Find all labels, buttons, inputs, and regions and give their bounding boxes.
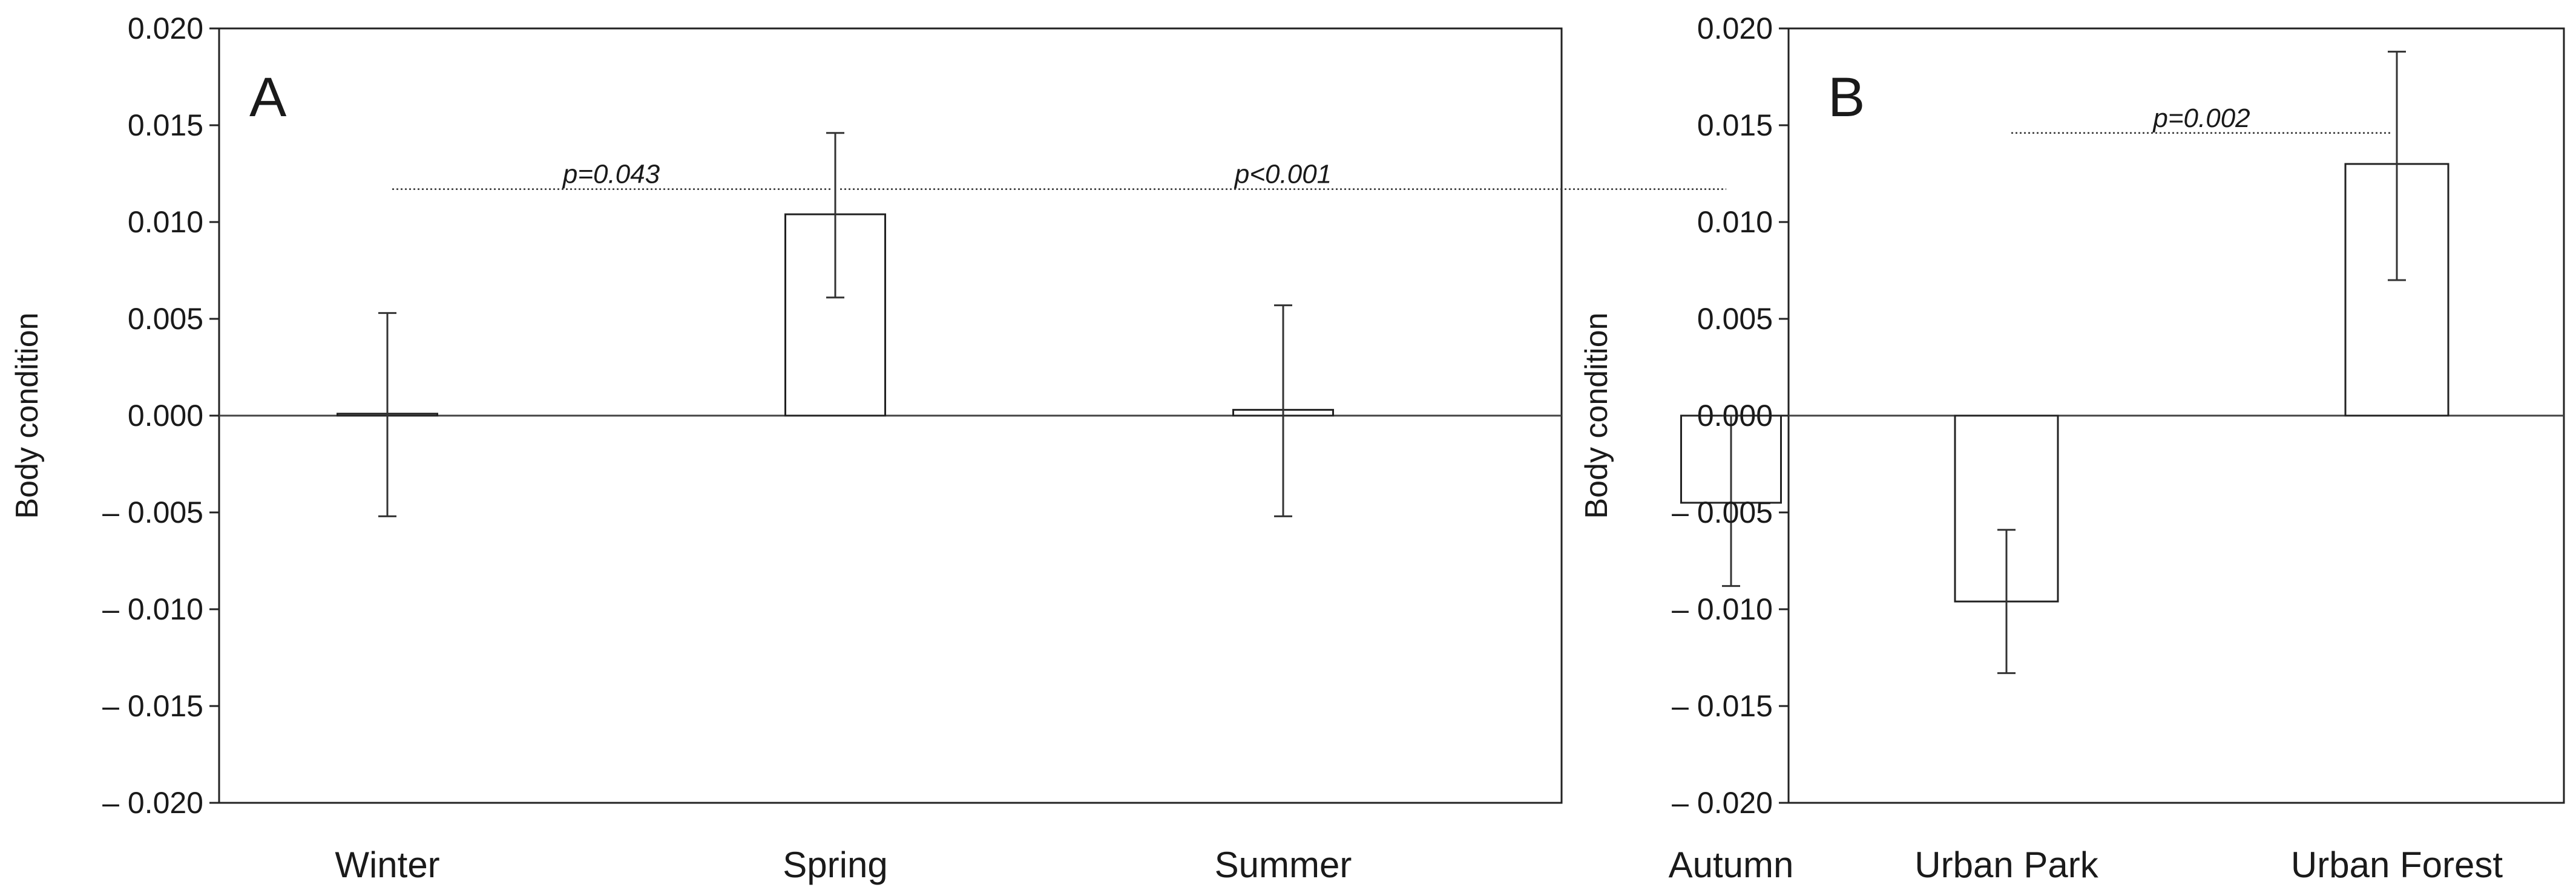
panel-b-y-axis-label: Body condition (1579, 312, 1614, 518)
panel-b-ytick-label: 0.015 (1697, 108, 1773, 142)
panel-a-ytick-label: – 0.010 (102, 592, 203, 626)
panel-b-significance-label-bg-1 (2132, 106, 2272, 131)
panel-b-ytick-label: – 0.020 (1672, 786, 1773, 820)
panel-a-ytick-label: – 0.005 (102, 495, 203, 529)
panel-b-ytick-label: 0.010 (1697, 205, 1773, 239)
panel-a-category-label-spring: Spring (783, 845, 887, 885)
panel-b-ytick-label: 0.000 (1697, 399, 1773, 433)
panel-a-ytick-label: – 0.015 (102, 689, 203, 723)
panel-a-category-label-autumn: Autumn (1669, 845, 1794, 885)
panel-a-category-label-summer: Summer (1215, 845, 1352, 885)
panel-b-p-value-1: p=0.002 (2152, 103, 2250, 133)
panel-b-category-label-urban-park: Urban Park (1914, 845, 2098, 885)
panel-a-ytick-label: 0.010 (128, 205, 203, 239)
panel-a-ytick-label: 0.005 (128, 302, 203, 336)
panel-b: 0.020 0.015 0.010 0.005 0.000 – 0.005 – 0.010 –… (1579, 11, 2565, 885)
panel-a-ytick-label: – 0.020 (102, 786, 203, 820)
panel-b-ytick-label: – 0.005 (1672, 495, 1773, 529)
panel-a-ytick-label: 0.015 (128, 108, 203, 142)
panel-a: 0.020 0.015 0.010 0.005 0.000 – 0.005 – 0.010 –… (10, 11, 1793, 885)
panel-b-letter: B (1828, 67, 1865, 128)
panel-b-ytick-label: 0.020 (1697, 11, 1773, 45)
panel-a-ytick-label: 0.020 (128, 11, 203, 45)
panel-a-significance-label-bg-1 (542, 162, 681, 187)
panel-a-category-label-winter: Winter (335, 845, 439, 885)
panel-b-ytick-label: – 0.015 (1672, 689, 1773, 723)
panel-b-category-label-urban-forest: Urban Forest (2291, 845, 2503, 885)
panel-b-ytick-label: 0.005 (1697, 302, 1773, 336)
panel-a-significance-label-bg-2 (1214, 162, 1353, 187)
panel-b-ytick-label: – 0.010 (1672, 592, 1773, 626)
panel-a-y-axis-label: Body condition (10, 312, 45, 518)
panel-a-p-value-1: p=0.043 (562, 160, 660, 189)
panel-a-letter: A (249, 67, 287, 128)
panel-a-bar-spring (784, 213, 886, 417)
panel-a-ytick-label: 0.000 (128, 399, 203, 433)
panel-a-p-value-2: p<0.001 (1234, 160, 1332, 189)
